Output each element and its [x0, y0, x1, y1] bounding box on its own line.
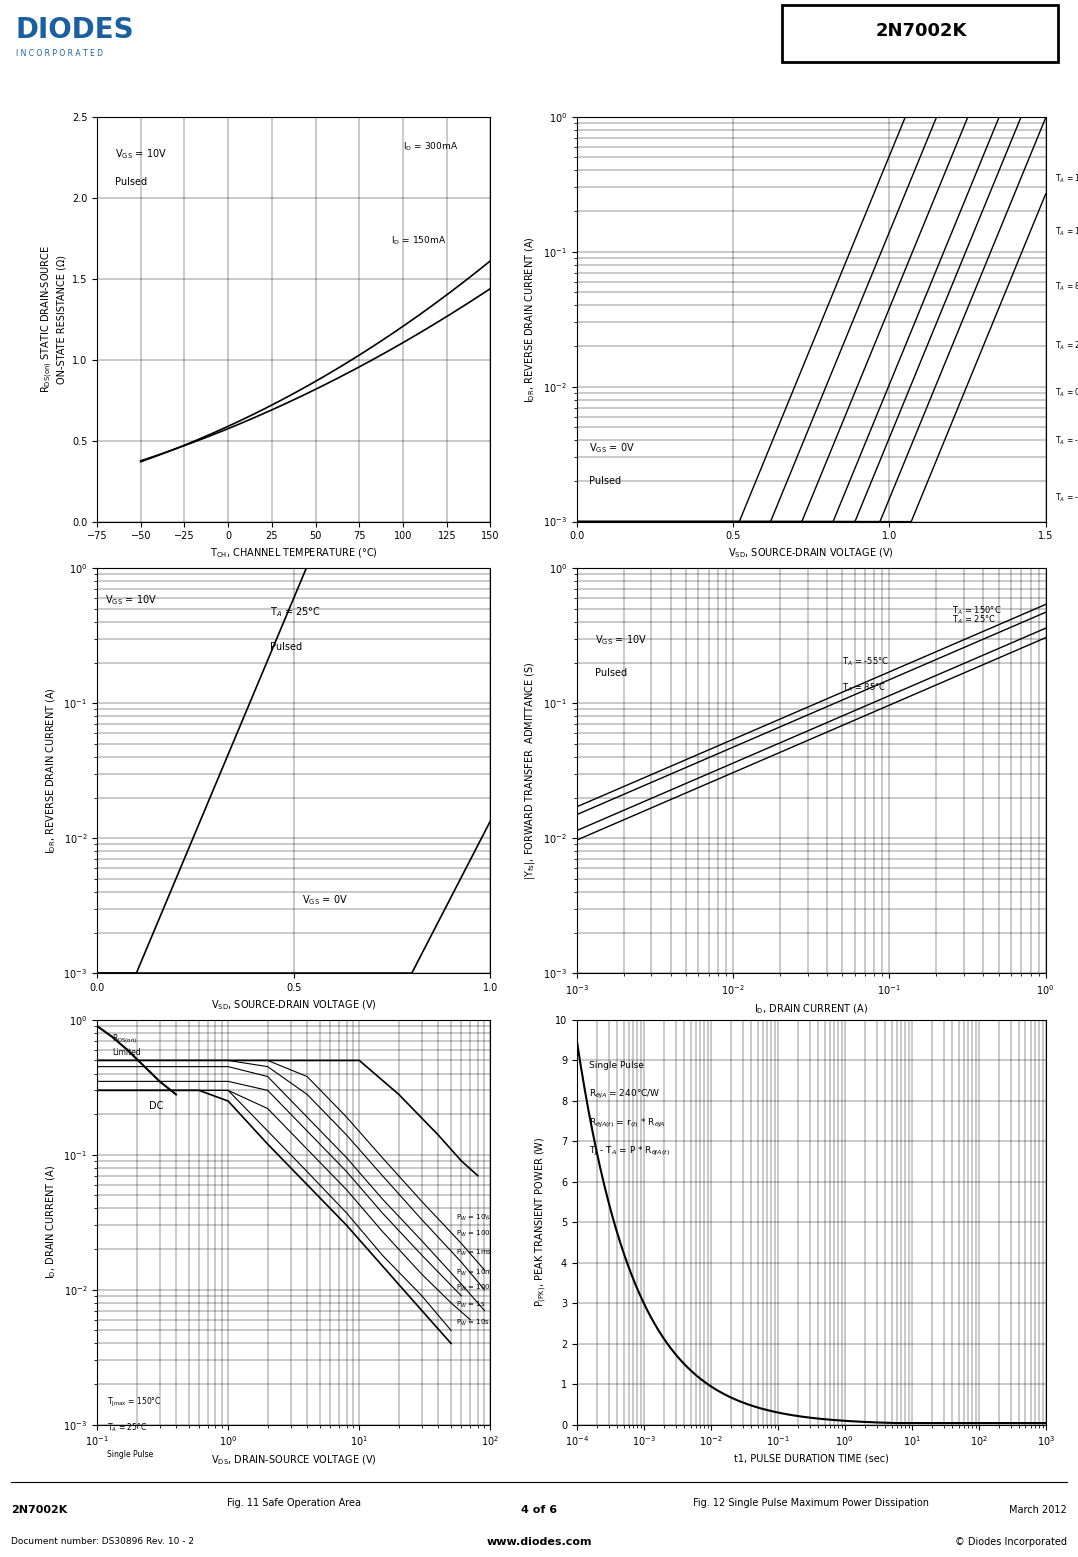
Text: Pulsed: Pulsed: [114, 177, 147, 187]
Text: T$_A$ = 150°C: T$_A$ = 150°C: [952, 604, 1001, 617]
Text: Pulsed: Pulsed: [271, 641, 302, 651]
Text: P$_W$ = 100\u03bcs: P$_W$ = 100\u03bcs: [456, 1228, 519, 1239]
Y-axis label: I$_{\sf D}$, DRAIN CURRENT (A): I$_{\sf D}$, DRAIN CURRENT (A): [44, 1165, 58, 1280]
Text: I$_{\sf D}$ = 150mA: I$_{\sf D}$ = 150mA: [391, 234, 446, 246]
Text: T$_A$ = 85°C: T$_A$ = 85°C: [842, 680, 886, 694]
Text: Fig. 12 Single Pulse Maximum Power Dissipation: Fig. 12 Single Pulse Maximum Power Dissi…: [693, 1498, 929, 1507]
Y-axis label: I$_{\sf DR}$, REVERSE DRAIN CURRENT (A): I$_{\sf DR}$, REVERSE DRAIN CURRENT (A): [44, 687, 58, 855]
Text: T$_A$ = 25°C: T$_A$ = 25°C: [952, 613, 996, 626]
Text: V$_{\sf GS}$ = 10V: V$_{\sf GS}$ = 10V: [595, 632, 647, 646]
Text: Single Pulse: Single Pulse: [589, 1062, 644, 1070]
Text: P$_W$ = 1s: P$_W$ = 1s: [456, 1300, 486, 1309]
Text: 4 of 6: 4 of 6: [521, 1506, 557, 1515]
Text: Fig. 9 Reverse Drain Current vs. Source-Drain Voltage: Fig. 9 Reverse Drain Current vs. Source-…: [163, 1046, 425, 1056]
Text: T$_A$ = -55°C: T$_A$ = -55°C: [842, 655, 889, 668]
X-axis label: T$_{\sf CH}$, CHANNEL TEMPERATURE (°C): T$_{\sf CH}$, CHANNEL TEMPERATURE (°C): [210, 547, 377, 561]
Text: P$_W$ = 100ms: P$_W$ = 100ms: [456, 1283, 501, 1292]
Text: V$_{\sf GS}$ = 0V: V$_{\sf GS}$ = 0V: [302, 894, 347, 908]
Text: Document number: DS30896 Rev. 10 - 2: Document number: DS30896 Rev. 10 - 2: [11, 1537, 194, 1546]
Text: Fig. 11 Safe Operation Area: Fig. 11 Safe Operation Area: [226, 1498, 361, 1507]
Text: T$_A$ = 150°C: T$_A$ = 150°C: [1055, 171, 1078, 185]
Y-axis label: I$_{\sf DR}$, REVERSE DRAIN CURRENT (A): I$_{\sf DR}$, REVERSE DRAIN CURRENT (A): [524, 235, 538, 403]
FancyBboxPatch shape: [782, 5, 1059, 62]
Text: DC: DC: [149, 1101, 164, 1110]
X-axis label: V$_{\sf DS}$, DRAIN-SOURCE VOLTAGE (V): V$_{\sf DS}$, DRAIN-SOURCE VOLTAGE (V): [211, 1454, 376, 1467]
Text: www.diodes.com: www.diodes.com: [486, 1537, 592, 1546]
Text: Fig. 7  Static Drain-Source On-State Resistance
vs. Channel Temperature: Fig. 7 Static Drain-Source On-State Resi…: [179, 595, 409, 617]
Text: T$_A$ = -55°C: T$_A$ = -55°C: [1055, 492, 1078, 504]
Text: P$_W$ = 1ms: P$_W$ = 1ms: [456, 1249, 493, 1258]
Text: Pulsed: Pulsed: [595, 668, 626, 677]
X-axis label: V$_{\sf SD}$, SOURCE-DRAIN VOLTAGE (V): V$_{\sf SD}$, SOURCE-DRAIN VOLTAGE (V): [729, 547, 894, 561]
Text: © Diodes Incorporated: © Diodes Incorporated: [955, 1537, 1067, 1546]
Text: P$_W$ = 10s: P$_W$ = 10s: [456, 1317, 490, 1328]
Text: V$_{\sf GS}$ = 10V: V$_{\sf GS}$ = 10V: [105, 593, 157, 607]
Text: T$_A$ = 25°C: T$_A$ = 25°C: [271, 606, 321, 618]
Text: P$_W$ = 10ms: P$_W$ = 10ms: [456, 1267, 497, 1278]
Text: T$_A$ = 25°C: T$_A$ = 25°C: [1055, 339, 1078, 352]
Text: V$_{\sf GS}$ = 10V: V$_{\sf GS}$ = 10V: [114, 148, 167, 160]
Text: Fig.10  Forward Transfer Admittance vs. Drain Current: Fig.10 Forward Transfer Admittance vs. D…: [680, 1046, 942, 1056]
Text: T$_J$ - T$_A$ = P * R$_{\theta JA(t)}$: T$_J$ - T$_A$ = P * R$_{\theta JA(t)}$: [589, 1144, 669, 1158]
Text: Single Pulse: Single Pulse: [108, 1450, 154, 1459]
Text: T$_A$ = 85°C: T$_A$ = 85°C: [1055, 280, 1078, 293]
Y-axis label: |Y$_{\sf fs}$|, FORWARD TRANSFER  ADMITTANCE (S): |Y$_{\sf fs}$|, FORWARD TRANSFER ADMITTA…: [524, 662, 538, 880]
Text: Pulsed: Pulsed: [590, 476, 621, 486]
Text: I$_{\sf D}$ = 300mA: I$_{\sf D}$ = 300mA: [403, 140, 458, 153]
X-axis label: t1, PULSE DURATION TIME (sec): t1, PULSE DURATION TIME (sec): [734, 1454, 888, 1464]
Text: R$_{\sf DS(on)}$
Limited: R$_{\sf DS(on)}$ Limited: [112, 1032, 141, 1057]
Text: P$_W$ = 10\u03bcs: P$_W$ = 10\u03bcs: [456, 1213, 514, 1222]
Text: 2N7002K: 2N7002K: [876, 22, 967, 40]
Text: I N C O R P O R A T E D: I N C O R P O R A T E D: [15, 48, 102, 58]
Y-axis label: P$_{\sf (PK)}$, PEAK TRANSIENT POWER (W): P$_{\sf (PK)}$, PEAK TRANSIENT POWER (W): [534, 1137, 549, 1308]
Text: March 2012: March 2012: [1009, 1506, 1067, 1515]
Text: T$_A$ = -25°C: T$_A$ = -25°C: [1055, 434, 1078, 447]
Text: R$_{\theta JA(t)}$ = r$_{(t)}$ * R$_{\theta JA}$: R$_{\theta JA(t)}$ = r$_{(t)}$ * R$_{\th…: [589, 1116, 665, 1129]
Text: T$_A$ = 25°C: T$_A$ = 25°C: [108, 1422, 148, 1434]
Text: 2N7002K: 2N7002K: [11, 1506, 67, 1515]
X-axis label: I$_{\sf D}$, DRAIN CURRENT (A): I$_{\sf D}$, DRAIN CURRENT (A): [755, 1003, 868, 1015]
Text: T$_A$ = 125°C: T$_A$ = 125°C: [1055, 226, 1078, 238]
Y-axis label: R$_{\sf DS(on)}$ STATIC DRAIN-SOURCE
ON-STATE RESISTANCE (Ω): R$_{\sf DS(on)}$ STATIC DRAIN-SOURCE ON-…: [39, 246, 66, 392]
Text: T$_{\sf Jmax}$ = 150°C: T$_{\sf Jmax}$ = 150°C: [108, 1397, 162, 1409]
X-axis label: V$_{\sf SD}$, SOURCE-DRAIN VOLTAGE (V): V$_{\sf SD}$, SOURCE-DRAIN VOLTAGE (V): [211, 998, 376, 1012]
Text: DIODES: DIODES: [15, 17, 135, 44]
Text: T$_A$ = 0°C: T$_A$ = 0°C: [1055, 386, 1078, 399]
Text: R$_{\theta JA}$ = 240°C/W: R$_{\theta JA}$ = 240°C/W: [589, 1088, 660, 1101]
Text: Fig. 8  Reverse Drain Current
vs. Source-Drain Voltage: Fig. 8 Reverse Drain Current vs. Source-…: [741, 595, 882, 617]
Text: V$_{\sf GS}$ = 0V: V$_{\sf GS}$ = 0V: [590, 442, 635, 456]
